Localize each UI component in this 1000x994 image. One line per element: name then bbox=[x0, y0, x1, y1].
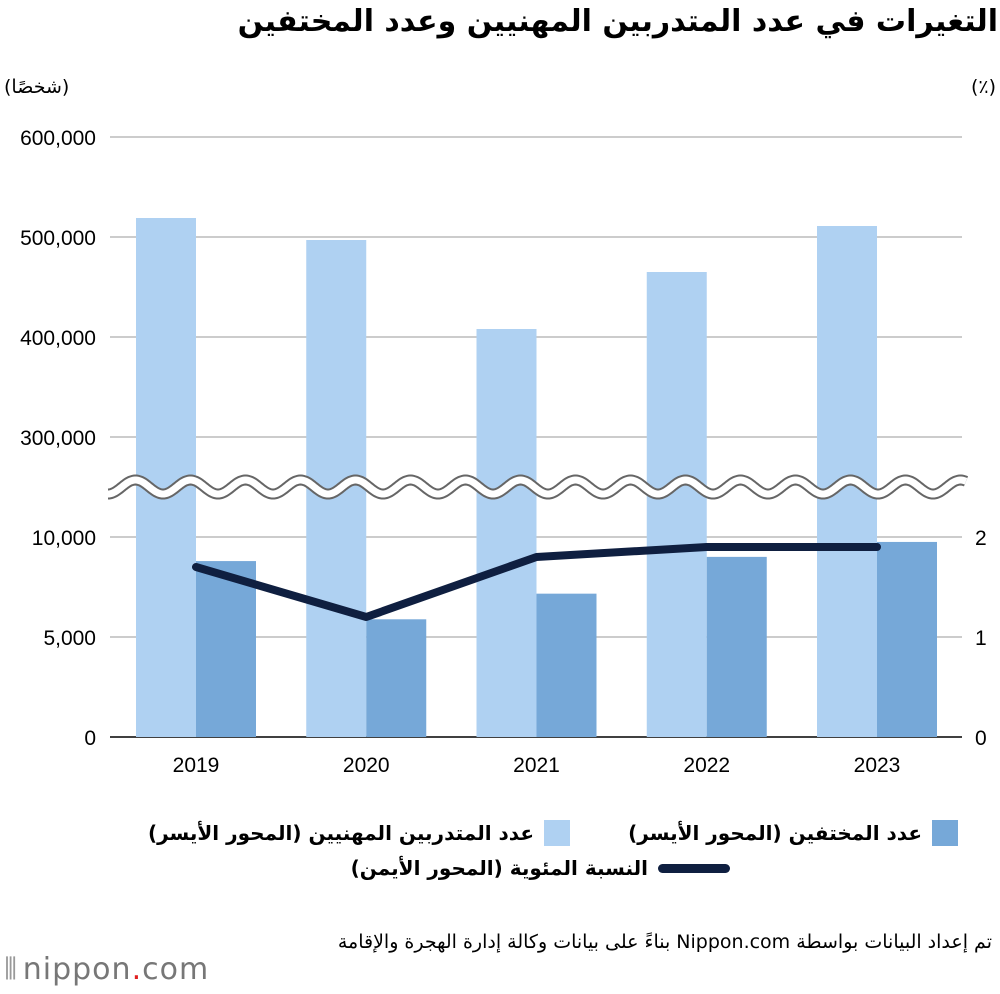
right-axis-unit: (٪) bbox=[970, 76, 996, 98]
bar-trainees bbox=[646, 272, 707, 737]
x-tick-label: 2021 bbox=[513, 754, 560, 777]
legend-label-rate: النسبة المئوية (المحور الأيمن) bbox=[350, 856, 648, 880]
chart-plot: 0 5,000 10,000 300,000 400,000 500,000 600,000… bbox=[20, 127, 987, 777]
left-tick-label: 5,000 bbox=[43, 627, 96, 650]
legend-label-trainees: عدد المتدربين المهنيين (المحور الأيسر) bbox=[147, 821, 534, 845]
bar-missing bbox=[877, 541, 937, 737]
x-tick-label: 2020 bbox=[343, 754, 390, 777]
bar-missing bbox=[706, 556, 767, 737]
source-note: تم إعداد البيانات بواسطة Nippon.com بناء… bbox=[337, 931, 992, 953]
right-tick-label: 2 bbox=[975, 527, 987, 550]
x-tick-label: 2019 bbox=[173, 754, 220, 777]
legend-item-missing: عدد المختفين (المحور الأيسر) bbox=[628, 820, 958, 846]
chart-title: التغيرات في عدد المتدربين المهنيين وعدد … bbox=[237, 4, 998, 39]
nippon-logo: ⦀ nippon.com bbox=[4, 952, 210, 987]
left-tick-label: 600,000 bbox=[20, 127, 96, 150]
legend-label-missing: عدد المختفين (المحور الأيسر) bbox=[628, 821, 922, 845]
legend-swatch-trainees bbox=[544, 820, 570, 846]
bar-missing bbox=[196, 561, 256, 737]
bar-missing bbox=[536, 593, 597, 737]
x-tick-label: 2023 bbox=[854, 754, 901, 777]
axis-break bbox=[108, 476, 968, 498]
left-tick-label: 300,000 bbox=[20, 427, 96, 450]
left-tick-label: 10,000 bbox=[32, 527, 96, 550]
left-tick-label: 500,000 bbox=[20, 227, 96, 250]
left-tick-label: 0 bbox=[84, 727, 96, 750]
legend-swatch-rate bbox=[658, 863, 730, 873]
bar-trainees bbox=[476, 329, 537, 737]
legend-swatch-missing bbox=[932, 820, 958, 846]
x-tick-label: 2022 bbox=[683, 754, 730, 777]
right-tick-label: 1 bbox=[975, 627, 987, 650]
right-tick-label: 0 bbox=[975, 727, 987, 750]
legend-item-rate: النسبة المئوية (المحور الأيمن) bbox=[351, 856, 730, 880]
left-axis-unit: (شخصًا) bbox=[4, 76, 70, 98]
left-tick-label: 400,000 bbox=[20, 327, 96, 350]
legend-item-trainees: عدد المتدربين المهنيين (المحور الأيسر) bbox=[148, 820, 570, 846]
line-rate bbox=[192, 543, 881, 621]
bar-missing bbox=[366, 619, 427, 737]
